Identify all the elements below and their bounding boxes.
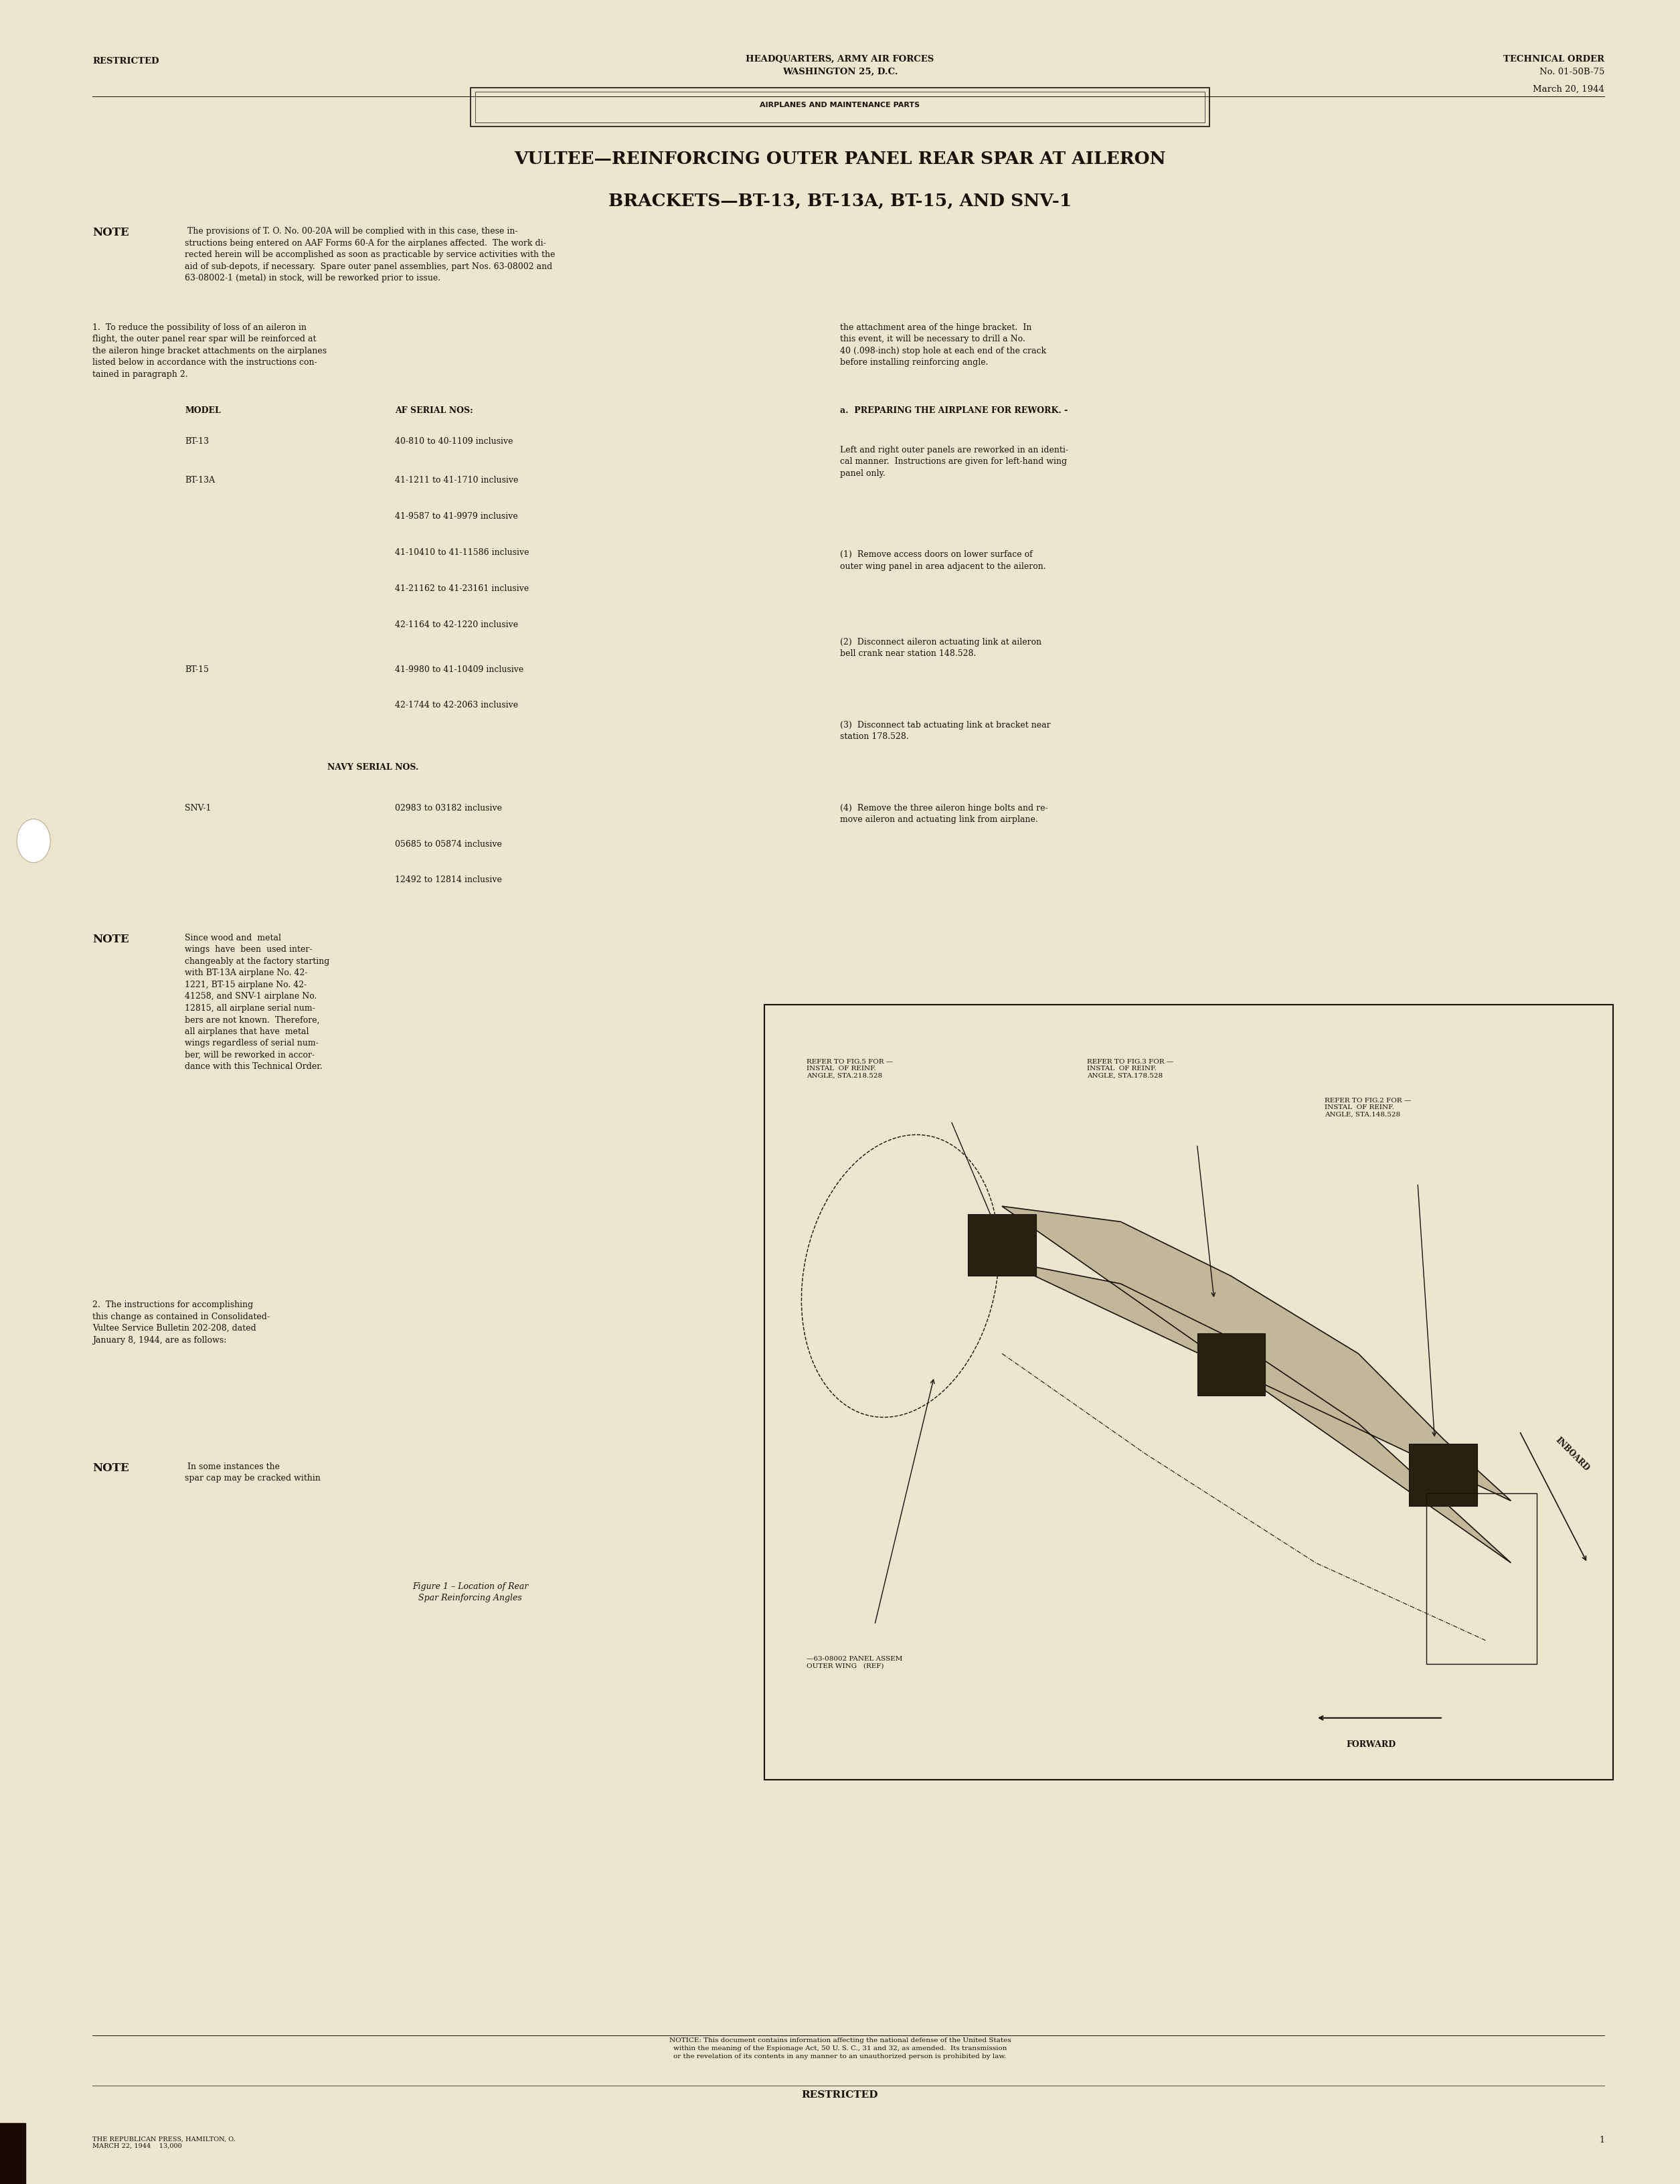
Text: No. 01-50B-75: No. 01-50B-75: [1539, 68, 1604, 76]
Bar: [1426, 1494, 1537, 1664]
Text: FORWARD: FORWARD: [1346, 1741, 1396, 1749]
Text: (4)  Remove the three aileron hinge bolts and re-
move aileron and actuating lin: (4) Remove the three aileron hinge bolts…: [840, 804, 1048, 823]
Text: the attachment area of the hinge bracket.  In
this event, it will be necessary t: the attachment area of the hinge bracket…: [840, 323, 1047, 367]
Text: a.  PREPARING THE AIRPLANE FOR REWORK. -: a. PREPARING THE AIRPLANE FOR REWORK. -: [840, 406, 1068, 415]
Text: 1: 1: [1599, 2136, 1604, 2145]
Text: AIRPLANES AND MAINTENANCE PARTS: AIRPLANES AND MAINTENANCE PARTS: [759, 100, 921, 109]
Text: BT-15: BT-15: [185, 666, 208, 673]
Text: BT-13A: BT-13A: [185, 476, 215, 485]
Text: —63-08002 PANEL ASSEM
OUTER WING   (REF): —63-08002 PANEL ASSEM OUTER WING (REF): [806, 1655, 902, 1669]
Bar: [968, 1214, 1037, 1275]
Text: 41-9980 to 41-10409 inclusive: 41-9980 to 41-10409 inclusive: [395, 666, 524, 673]
Text: REFER TO FIG.5 FOR —
INSTAL  OF REINF.
ANGLE, STA.218.528: REFER TO FIG.5 FOR — INSTAL OF REINF. AN…: [806, 1059, 894, 1079]
Bar: [470, 87, 1210, 127]
Text: Figure 1 – Location of Rear
Spar Reinforcing Angles: Figure 1 – Location of Rear Spar Reinfor…: [412, 1581, 529, 1603]
Bar: [0, 2123, 25, 2184]
Text: NOTE: NOTE: [92, 1463, 129, 1474]
Text: (3)  Disconnect tab actuating link at bracket near
station 178.528.: (3) Disconnect tab actuating link at bra…: [840, 721, 1050, 740]
Text: The provisions of T. O. No. 00-20A will be complied with in this case, these in-: The provisions of T. O. No. 00-20A will …: [185, 227, 554, 282]
Text: (2)  Disconnect aileron actuating link at aileron
bell crank near station 148.52: (2) Disconnect aileron actuating link at…: [840, 638, 1042, 657]
Text: 05685 to 05874 inclusive: 05685 to 05874 inclusive: [395, 839, 502, 847]
Text: REFER TO FIG.2 FOR —
INSTAL  OF REINF.
ANGLE, STA.148.528: REFER TO FIG.2 FOR — INSTAL OF REINF. AN…: [1324, 1099, 1411, 1118]
Text: 42-1164 to 42-1220 inclusive: 42-1164 to 42-1220 inclusive: [395, 620, 517, 629]
Text: RESTRICTED: RESTRICTED: [801, 2090, 879, 2099]
Text: MODEL: MODEL: [185, 406, 220, 415]
Text: RESTRICTED: RESTRICTED: [92, 57, 160, 66]
Bar: [1410, 1444, 1477, 1505]
Text: WASHINGTON 25, D.C.: WASHINGTON 25, D.C.: [783, 68, 897, 76]
Text: TECHNICAL ORDER: TECHNICAL ORDER: [1504, 55, 1604, 63]
Text: 12492 to 12814 inclusive: 12492 to 12814 inclusive: [395, 876, 502, 885]
Text: (1)  Remove access doors on lower surface of
outer wing panel in area adjacent t: (1) Remove access doors on lower surface…: [840, 550, 1047, 570]
Text: 42-1744 to 42-2063 inclusive: 42-1744 to 42-2063 inclusive: [395, 701, 517, 710]
Polygon shape: [1001, 1206, 1510, 1564]
Circle shape: [17, 819, 50, 863]
Text: NAVY SERIAL NOS.: NAVY SERIAL NOS.: [328, 764, 418, 771]
Bar: [475, 92, 1205, 122]
Text: Left and right outer panels are reworked in an identi-
cal manner.  Instructions: Left and right outer panels are reworked…: [840, 446, 1068, 478]
Text: NOTE: NOTE: [92, 935, 129, 946]
Text: BT-13: BT-13: [185, 437, 208, 446]
Text: 2.  The instructions for accomplishing
this change as contained in Consolidated-: 2. The instructions for accomplishing th…: [92, 1302, 270, 1345]
Text: AF SERIAL NOS:: AF SERIAL NOS:: [395, 406, 474, 415]
Text: NOTE: NOTE: [92, 227, 129, 238]
Text: INBOARD: INBOARD: [1554, 1435, 1591, 1472]
Text: 41-9587 to 41-9979 inclusive: 41-9587 to 41-9979 inclusive: [395, 513, 517, 520]
Text: 41-10410 to 41-11586 inclusive: 41-10410 to 41-11586 inclusive: [395, 548, 529, 557]
Text: In some instances the
spar cap may be cracked within: In some instances the spar cap may be cr…: [185, 1463, 321, 1483]
Text: REFER TO FIG.3 FOR —
INSTAL  OF REINF.
ANGLE, STA.178.528: REFER TO FIG.3 FOR — INSTAL OF REINF. AN…: [1087, 1059, 1173, 1079]
Text: 1.  To reduce the possibility of loss of an aileron in
flight, the outer panel r: 1. To reduce the possibility of loss of …: [92, 323, 326, 378]
Text: 41-21162 to 41-23161 inclusive: 41-21162 to 41-23161 inclusive: [395, 583, 529, 592]
Text: 40-810 to 40-1109 inclusive: 40-810 to 40-1109 inclusive: [395, 437, 512, 446]
Text: SNV-1: SNV-1: [185, 804, 212, 812]
Text: HEADQUARTERS, ARMY AIR FORCES: HEADQUARTERS, ARMY AIR FORCES: [746, 55, 934, 63]
Text: Since wood and  metal
wings  have  been  used inter-
changeably at the factory s: Since wood and metal wings have been use…: [185, 935, 329, 1070]
Text: VULTEE—REINFORCING OUTER PANEL REAR SPAR AT AILERON: VULTEE—REINFORCING OUTER PANEL REAR SPAR…: [514, 151, 1166, 168]
Text: March 20, 1944: March 20, 1944: [1532, 85, 1604, 94]
Text: 02983 to 03182 inclusive: 02983 to 03182 inclusive: [395, 804, 502, 812]
Text: NOTICE: This document contains information affecting the national defense of the: NOTICE: This document contains informati…: [669, 2038, 1011, 2060]
Text: BRACKETS—BT-13, BT-13A, BT-15, AND SNV-1: BRACKETS—BT-13, BT-13A, BT-15, AND SNV-1: [608, 192, 1072, 210]
Bar: [764, 1005, 1613, 1780]
Bar: [1198, 1332, 1265, 1396]
Text: THE REPUBLICAN PRESS, HAMILTON, O.
MARCH 22, 1944    13,000: THE REPUBLICAN PRESS, HAMILTON, O. MARCH…: [92, 2136, 235, 2149]
Text: 41-1211 to 41-1710 inclusive: 41-1211 to 41-1710 inclusive: [395, 476, 517, 485]
